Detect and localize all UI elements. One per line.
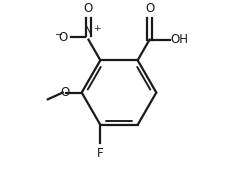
Text: OH: OH	[171, 33, 189, 46]
Text: O: O	[84, 2, 93, 15]
Text: −: −	[55, 29, 63, 38]
Text: +: +	[93, 24, 100, 33]
Text: O: O	[60, 86, 69, 99]
Text: F: F	[97, 147, 104, 160]
Text: O: O	[58, 31, 67, 44]
Text: N: N	[84, 24, 93, 37]
Text: O: O	[145, 2, 154, 15]
